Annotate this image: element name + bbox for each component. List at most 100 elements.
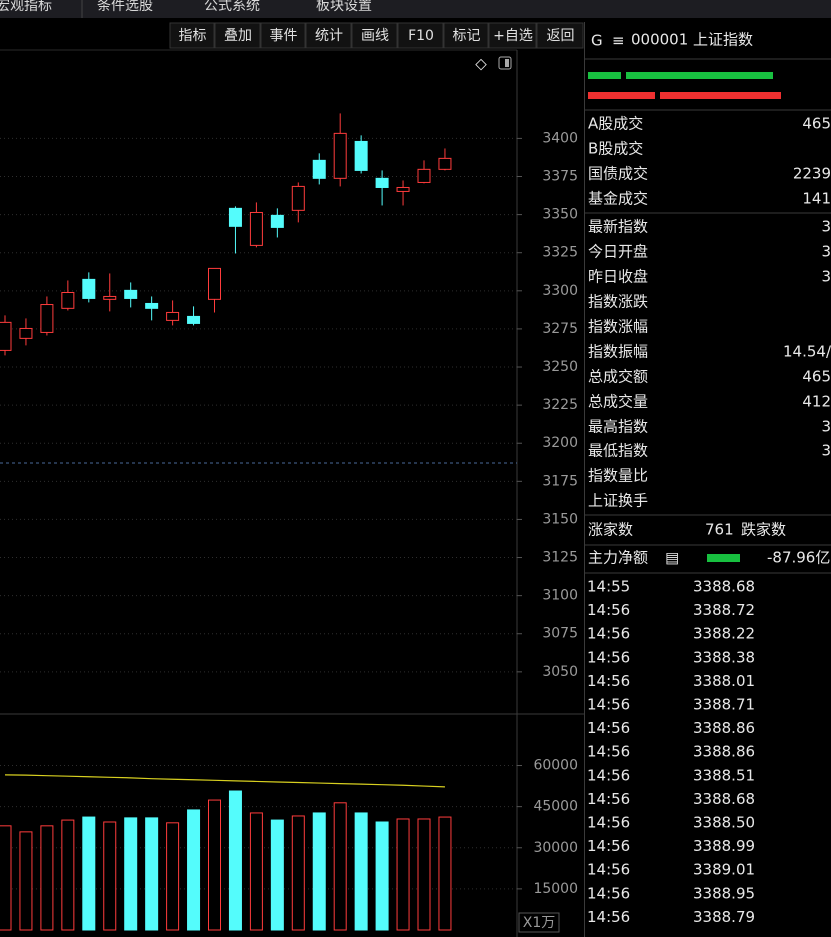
tick-time: 14:56: [587, 672, 630, 690]
list-icon[interactable]: ≡: [612, 32, 625, 50]
y-tick-label: 3200: [542, 435, 578, 451]
toolbar-button[interactable]: [169, 22, 215, 49]
tick-time: 14:56: [587, 743, 630, 761]
tick-time: 14:56: [587, 884, 630, 902]
toolbar-button[interactable]: [536, 22, 584, 49]
toolbar-label[interactable]: 事件: [270, 28, 298, 44]
toolbar-label[interactable]: 返回: [547, 28, 575, 44]
quote-label: 总成交量: [588, 393, 648, 411]
quote-label: 指数振幅: [588, 343, 648, 361]
flag: G: [591, 32, 603, 50]
volume-bar: [40, 825, 54, 931]
tick-time: 14:56: [587, 837, 630, 855]
y-tick-label: 3375: [542, 169, 578, 185]
candle-body: [354, 140, 368, 171]
tick-price: 3388.71: [693, 696, 755, 714]
y-tick-label: 15000: [533, 881, 578, 897]
tick-time: 14:56: [587, 625, 630, 643]
quote-label: 上证换手: [588, 492, 648, 510]
tick-price: 3388.68: [693, 790, 755, 808]
volume-bar: [61, 819, 75, 931]
main-net-icon[interactable]: ▤: [665, 549, 679, 567]
up-label: 涨家数: [588, 521, 633, 539]
menu-item[interactable]: 宏观指标: [0, 0, 52, 14]
candle-body: [124, 289, 138, 299]
toolbar-label[interactable]: 统计: [315, 28, 343, 44]
y-tick-label: 3150: [542, 511, 578, 527]
toolbar-button[interactable]: [260, 22, 306, 49]
volume-bar: [228, 790, 242, 931]
candle-body: [417, 168, 431, 183]
tick-price: 3389.01: [693, 861, 755, 879]
quote-value: 465: [802, 115, 831, 133]
volume-bar: [82, 816, 96, 931]
y-tick-label: 3075: [542, 626, 578, 642]
y-tick-label: 3225: [542, 397, 578, 413]
quote-label: 最高指数: [588, 418, 648, 436]
volume-bar: [0, 825, 12, 931]
tick-time: 14:56: [587, 790, 630, 808]
tick-price: 3388.95: [693, 884, 755, 902]
candle-body: [396, 186, 410, 192]
y-tick-label: 3250: [542, 359, 578, 375]
quote-value: 465: [802, 368, 831, 386]
quote-label: 国债成交: [588, 165, 648, 183]
toolbar-label[interactable]: F10: [408, 28, 434, 44]
candle-body: [312, 159, 326, 179]
main-net-bar: [707, 554, 740, 562]
volume-bar: [291, 815, 305, 931]
y-tick-label: 3300: [542, 283, 578, 299]
y-tick-label: 3400: [542, 130, 578, 146]
tick-time: 14:56: [587, 908, 630, 926]
quote-label: 昨日收盘: [588, 268, 648, 286]
quote-value: 2239: [793, 165, 831, 183]
toolbar-label[interactable]: 指标: [179, 28, 207, 44]
toolbar-button[interactable]: [214, 22, 261, 49]
quote-value: 3: [821, 442, 831, 460]
tick-price: 3388.72: [693, 601, 755, 619]
tick-time: 14:56: [587, 648, 630, 666]
menu-bar: [0, 0, 831, 18]
toolbar-button[interactable]: [351, 22, 398, 49]
volume-bar: [312, 812, 326, 931]
toolbar-label[interactable]: +自选: [493, 28, 533, 44]
candle-body: [438, 157, 452, 170]
toolbar-button[interactable]: [488, 22, 537, 49]
tick-price: 3388.50: [693, 814, 755, 832]
y-tick-label: 3100: [542, 588, 578, 604]
indicator-bar: [588, 72, 621, 79]
menu-item[interactable]: 条件选股: [97, 0, 153, 14]
unit-label: X1万: [523, 915, 556, 931]
tick-price: 3388.86: [693, 719, 755, 737]
quote-value: 3: [821, 268, 831, 286]
tick-time: 14:56: [587, 719, 630, 737]
tick-price: 3388.01: [693, 672, 755, 690]
toolbar-label[interactable]: 叠加: [224, 28, 252, 44]
candle-body: [249, 211, 263, 246]
menu-item[interactable]: 公式系统: [204, 0, 260, 14]
tick-price: 3388.68: [693, 578, 755, 596]
indicator-bar: [626, 72, 773, 79]
volume-bar: [19, 831, 33, 931]
tick-price: 3388.99: [693, 837, 755, 855]
volume-bar: [208, 799, 221, 931]
panel-icon[interactable]: [498, 56, 512, 70]
candle-body: [0, 321, 12, 351]
volume-bar: [396, 818, 410, 931]
diamond-icon[interactable]: ◇: [475, 55, 487, 73]
tick-price: 3388.22: [693, 625, 755, 643]
toolbar-label[interactable]: 标记: [453, 28, 481, 44]
toolbar-button[interactable]: [397, 22, 444, 49]
candle-body: [61, 291, 75, 309]
toolbar-button[interactable]: [305, 22, 352, 49]
tick-time: 14:56: [587, 861, 630, 879]
y-tick-label: 3275: [542, 321, 578, 337]
up-count: 761: [705, 521, 734, 539]
menu-item[interactable]: 板块设置: [316, 0, 372, 14]
toolbar-label[interactable]: 画线: [361, 28, 389, 44]
indicator-bar: [660, 92, 781, 99]
toolbar-button[interactable]: [443, 22, 489, 49]
quote-label: 最低指数: [588, 442, 648, 460]
quote-label: 最新指数: [588, 218, 648, 236]
